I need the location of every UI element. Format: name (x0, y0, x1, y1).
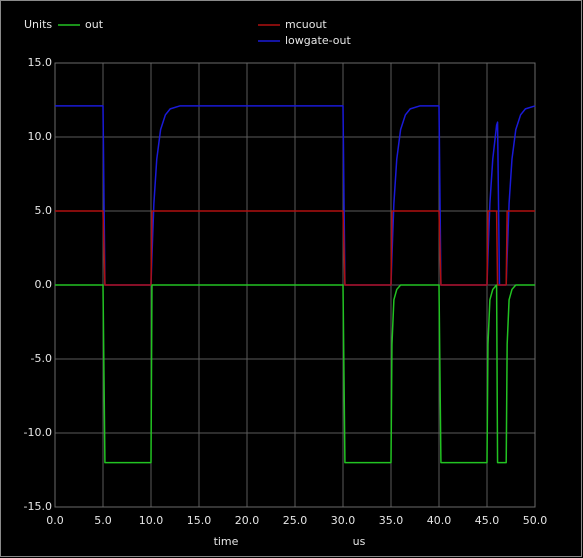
x-tick-label: 5.0 (94, 514, 112, 527)
y-tick-label: -10.0 (24, 426, 52, 439)
x-tick-label: 25.0 (283, 514, 308, 527)
x-tick-label: 10.0 (139, 514, 164, 527)
legend-label: mcuout (285, 18, 327, 31)
series-line (55, 284, 535, 464)
y-tick-label: -5.0 (31, 352, 52, 365)
legend-label: lowgate-out (285, 34, 351, 47)
x-tick-label: 40.0 (427, 514, 452, 527)
y-tick-label: 5.0 (35, 204, 53, 217)
x-tick-label: 0.0 (46, 514, 64, 527)
series-line (55, 210, 535, 286)
x-axis-label: time (214, 535, 239, 548)
y-axis-label: Units (24, 18, 52, 31)
y-tick-label: 10.0 (28, 130, 53, 143)
x-tick-label: 15.0 (187, 514, 212, 527)
x-tick-label: 35.0 (379, 514, 404, 527)
x-tick-label: 20.0 (235, 514, 260, 527)
x-tick-label: 50.0 (523, 514, 548, 527)
x-axis-unit: us (353, 535, 366, 548)
legend-label: out (85, 18, 104, 31)
x-tick-label: 45.0 (475, 514, 500, 527)
y-tick-label: 15.0 (28, 56, 53, 69)
y-tick-label: 0.0 (35, 278, 53, 291)
x-tick-label: 30.0 (331, 514, 356, 527)
y-tick-label: -15.0 (24, 500, 52, 513)
